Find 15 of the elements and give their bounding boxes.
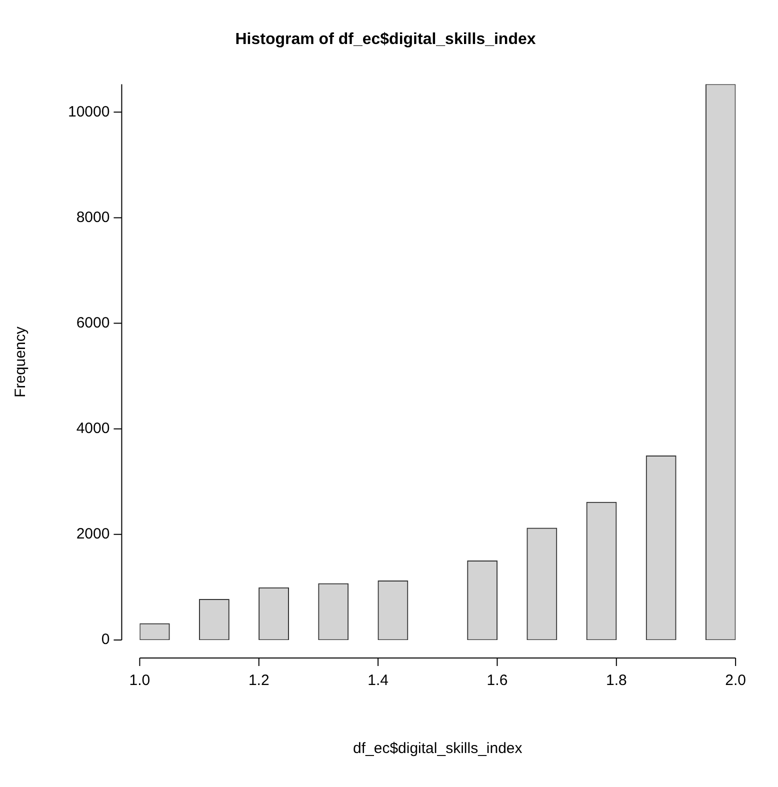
y-tick-label: 4000 [76,420,110,438]
y-tick-label: 2000 [76,526,110,543]
y-tick-label: 10000 [68,103,110,120]
y-tick-label: 6000 [76,314,110,332]
x-tick-label: 2.0 [725,672,746,690]
x-tick-label: 1.0 [129,672,150,690]
chart-title: Histogram of df_ec$digital_skills_index [235,31,536,48]
y-tick-label: 0 [101,631,110,648]
y-tick-label: 8000 [76,208,110,226]
x-tick-label: 1.2 [248,672,270,690]
y-axis-title: Frequency [12,326,30,398]
x-tick-label: 1.4 [368,672,388,690]
x-tick-label: 1.8 [606,672,627,690]
x-tick-label: 1.6 [486,672,508,690]
x-axis-title: df_ec$digital_skills_index [353,740,523,758]
